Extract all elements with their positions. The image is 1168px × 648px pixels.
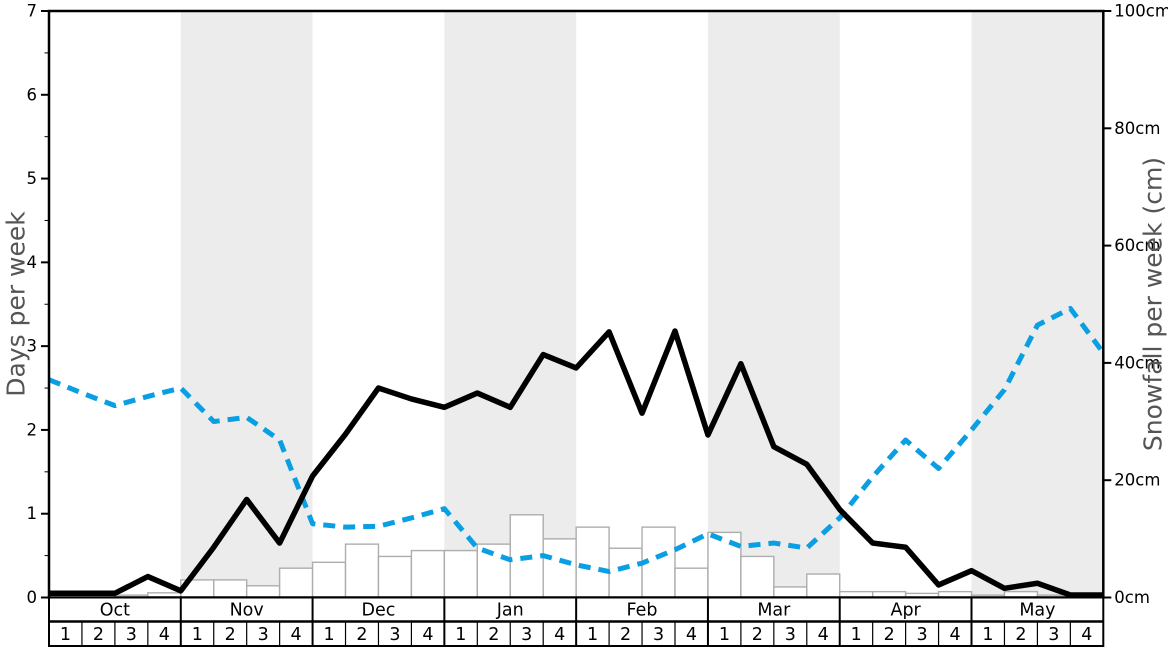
snowfall-bar [740,555,775,599]
month-label-nov: Nov [230,601,264,621]
week-number-label: 2 [1015,625,1026,645]
week-number-label: 3 [917,625,928,645]
week-number-label: 2 [884,625,895,645]
week-number-label: 3 [653,625,664,645]
right-axis-title: Snowfall per week (cm) [1139,157,1168,451]
snowfall-bar [773,586,808,599]
week-number-label: 4 [554,625,565,645]
snowfall-bar [213,579,248,599]
right-tick-label: 100cm [1114,2,1168,21]
week-number-label: 4 [818,625,829,645]
week-number-label: 1 [323,625,334,645]
snowfall-bar [674,567,709,599]
week-number-label: 4 [159,625,170,645]
snowfall-bar [245,585,281,599]
left-tick-label: 7 [27,2,38,21]
week-number-label: 4 [949,625,960,645]
week-number-label: 1 [587,625,598,645]
week-number-label: 2 [620,625,631,645]
month-label-apr: Apr [890,601,921,621]
left-tick-label: 2 [27,420,38,439]
snowfall-bars-group [114,514,1072,599]
week-number-label: 4 [686,625,697,645]
snowfall-bar [377,555,413,599]
week-number-label: 1 [719,625,730,645]
month-label-may: May [1019,601,1055,621]
week-number-label: 3 [126,625,137,645]
right-tick-label: 80cm [1114,119,1160,138]
shade-band-mar [707,11,840,598]
snowfall-bar [806,573,841,599]
left-tick-label: 5 [27,169,38,188]
black-solid-line [49,328,1104,598]
snowfall-bar [410,549,446,599]
week-number-label: 2 [225,625,236,645]
week-number-label: 4 [1081,625,1092,645]
week-number-label: 2 [752,625,763,645]
shade-band-nov [180,11,313,598]
week-number-label: 4 [422,625,433,645]
month-shade-bands [180,11,1104,598]
shade-band-may [971,11,1104,598]
snowfall-bar [608,547,643,599]
week-number-label: 1 [982,625,993,645]
snowfall-bar [476,543,511,599]
week-number-label: 1 [455,625,466,645]
month-label-jan: Jan [496,601,524,621]
right-tick-label: 40cm [1114,353,1160,372]
right-tick-label: 60cm [1114,236,1160,255]
snowfall-bar [278,567,314,599]
month-label-oct: Oct [100,601,130,621]
month-label-feb: Feb [627,601,658,621]
left-tick-label: 0 [27,588,38,607]
week-number-label: 4 [291,625,302,645]
right-tick-label: 0cm [1114,588,1150,607]
week-number-label: 1 [60,625,71,645]
month-label-dec: Dec [362,601,396,621]
week-number-label: 1 [192,625,203,645]
snowfall-bar [575,526,610,599]
series-lines-group [48,305,1106,598]
month-label-mar: Mar [757,601,791,621]
left-tick-label: 1 [27,504,38,523]
left-tick-label: 3 [27,337,38,356]
week-number-label: 2 [93,625,104,645]
snowfall-bar [311,561,347,599]
left-tick-label: 4 [27,253,38,272]
week-number-label: 3 [1048,625,1059,645]
shade-band-jan [444,11,577,598]
snowfall-bar [344,543,380,599]
right-tick-label: 20cm [1114,471,1160,490]
snowfall-bar [542,538,577,599]
week-number-label: 1 [851,625,862,645]
month-week-table: Oct Nov Dec Jan Feb Mar Apr May 1 2 3 4 1 2 3 4 1 2 3 4 1 2 3 4… [48,596,1105,647]
left-axis-title: Days per week [2,211,31,397]
week-number-label: 3 [785,625,796,645]
week-number-label: 3 [258,625,269,645]
snowfall-bar [443,549,479,599]
left-tick-label: 6 [27,85,38,104]
week-number-label: 3 [521,625,532,645]
week-number-label: 3 [389,625,400,645]
week-number-label: 2 [356,625,367,645]
week-number-label: 2 [488,625,499,645]
